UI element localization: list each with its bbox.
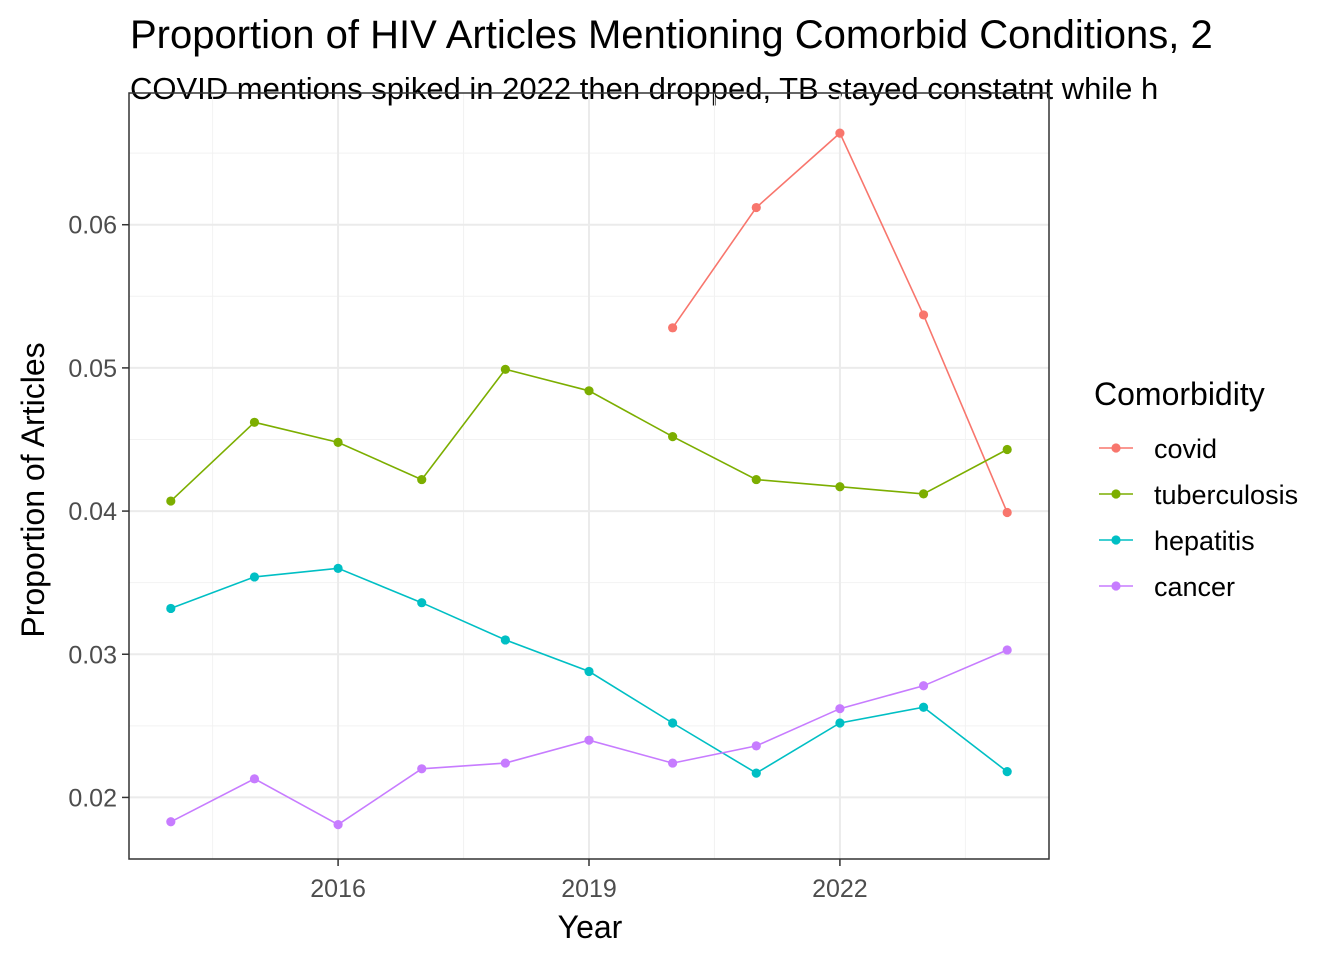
data-point-cancer: [333, 820, 343, 830]
legend-label: covid: [1154, 434, 1217, 464]
y-tick-label: 0.06: [68, 212, 117, 240]
data-point-cancer: [249, 774, 260, 784]
data-point-tuberculosis: [166, 496, 176, 506]
data-point-tuberculosis: [918, 489, 929, 499]
legend-item-covid: covid: [1099, 434, 1217, 464]
data-point-tuberculosis: [835, 482, 845, 492]
x-axis: 2016 2019 2022: [310, 859, 868, 903]
series-covid: [668, 128, 1012, 518]
legend-key-point: [1111, 489, 1121, 499]
legend-key-point: [1111, 581, 1121, 591]
legend-label: hepatitis: [1154, 526, 1255, 556]
data-point-tuberculosis: [1002, 444, 1012, 455]
data-point-hepatitis: [668, 718, 678, 728]
data-point-cancer: [751, 741, 761, 751]
data-point-cancer: [584, 735, 594, 745]
data-point-tuberculosis: [333, 437, 343, 447]
chart-subtitle: COVID mentions spiked in 2022 then dropp…: [130, 71, 1158, 106]
legend-item-tuberculosis: tuberculosis: [1099, 480, 1298, 510]
legend-key-point: [1111, 443, 1121, 453]
x-tick-label: 2022: [812, 875, 868, 903]
legend-items: covid tuberculosis hepatitis cancer: [1099, 434, 1298, 602]
series-tuberculosis: [166, 364, 1012, 506]
data-point-hepatitis: [835, 718, 845, 728]
y-tick-label: 0.04: [68, 498, 117, 526]
data-point-cancer: [668, 758, 678, 768]
x-tick-label: 2019: [561, 875, 617, 903]
x-axis-title: Year: [558, 909, 623, 945]
legend: Comorbidity covid tuberculosis hepatitis ca…: [1094, 376, 1298, 602]
data-point-cancer: [500, 758, 510, 768]
series-hepatitis: [166, 563, 1012, 778]
data-point-cancer: [918, 681, 929, 691]
data-point-hepatitis: [918, 702, 929, 712]
series-cancer: [166, 645, 1012, 830]
data-point-hepatitis: [333, 563, 343, 573]
data-point-covid: [918, 310, 929, 320]
legend-key-point: [1111, 535, 1121, 545]
data-point-tuberculosis: [500, 364, 510, 374]
chart-title: Proportion of HIV Articles Mentioning Co…: [130, 13, 1213, 57]
data-point-cancer: [166, 817, 176, 827]
y-axis: 0.02 0.03 0.04 0.05 0.06: [68, 212, 129, 812]
y-axis-title: Proportion of Articles: [15, 342, 51, 637]
series-layer: [166, 128, 1012, 830]
legend-item-hepatitis: hepatitis: [1099, 526, 1255, 556]
data-point-hepatitis: [249, 572, 260, 582]
data-point-cancer: [417, 764, 427, 774]
data-point-hepatitis: [751, 768, 761, 778]
legend-label: tuberculosis: [1154, 480, 1298, 510]
y-tick-label: 0.02: [68, 784, 117, 812]
data-point-hepatitis: [1002, 767, 1012, 777]
data-point-hepatitis: [584, 666, 594, 677]
data-point-hepatitis: [417, 598, 427, 608]
data-point-covid: [751, 202, 761, 213]
data-point-tuberculosis: [668, 432, 678, 442]
data-point-covid: [835, 128, 845, 138]
data-point-covid: [1002, 507, 1012, 518]
data-point-tuberculosis: [249, 417, 260, 427]
data-point-covid: [668, 323, 678, 333]
y-tick-label: 0.03: [68, 641, 117, 669]
y-tick-label: 0.05: [68, 355, 117, 383]
data-point-tuberculosis: [417, 474, 427, 485]
legend-label: cancer: [1154, 572, 1235, 602]
data-point-tuberculosis: [584, 386, 594, 396]
data-point-tuberculosis: [751, 474, 761, 485]
data-point-cancer: [1002, 645, 1012, 655]
data-point-hepatitis: [166, 603, 176, 614]
gridlines: [129, 93, 1049, 859]
data-point-hepatitis: [500, 635, 510, 645]
data-point-cancer: [835, 704, 845, 714]
legend-title: Comorbidity: [1094, 376, 1265, 412]
x-tick-label: 2016: [310, 875, 366, 903]
legend-item-cancer: cancer: [1099, 572, 1235, 602]
